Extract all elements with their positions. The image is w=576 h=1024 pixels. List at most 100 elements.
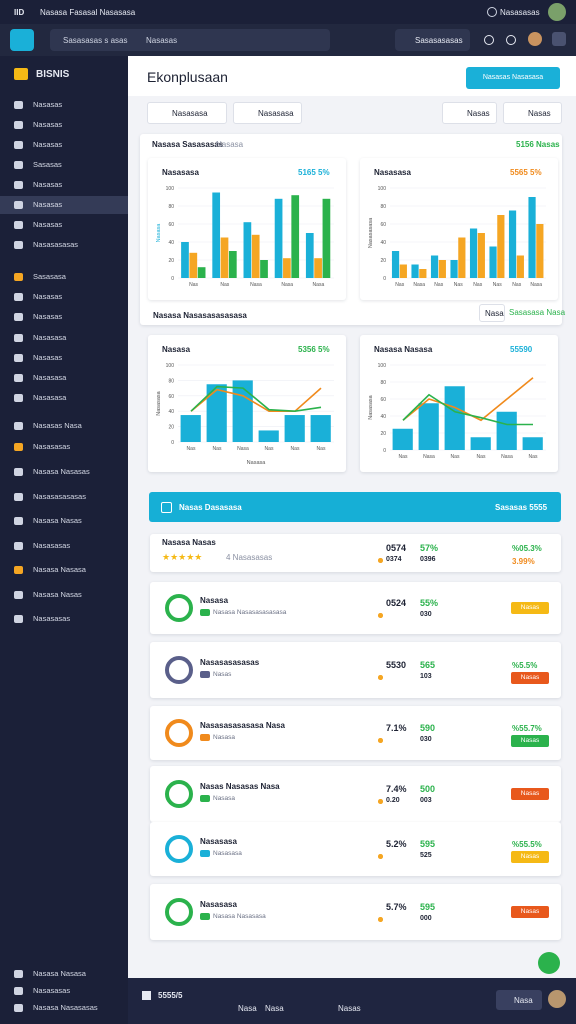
row-title: Nasasasa xyxy=(200,837,237,846)
nav-item[interactable]: Nasasasasasas xyxy=(0,488,128,506)
dropdown[interactable]: Nasas xyxy=(503,102,562,124)
nav-item[interactable]: Nasasas xyxy=(0,216,128,234)
nav-item[interactable]: Nasasasas xyxy=(0,438,128,456)
nav-item[interactable]: Nasasas Nasa xyxy=(0,417,128,435)
nav-item[interactable]: Nasasas xyxy=(0,349,128,367)
nav-item[interactable]: Nasasasa xyxy=(0,329,128,347)
nav-item[interactable]: Nasasa Nasasas xyxy=(0,463,128,481)
bar xyxy=(418,403,439,450)
chip xyxy=(200,795,210,802)
tag[interactable]: Nasas xyxy=(511,735,549,747)
bar xyxy=(310,415,331,442)
status-dot xyxy=(378,917,383,922)
nav-item[interactable]: Nasasas xyxy=(0,176,128,194)
nav-item[interactable]: Nasasas xyxy=(0,96,128,114)
row-subtitle: 4 Nasasasas xyxy=(226,553,273,562)
chip xyxy=(200,913,210,920)
bottom-bar: 5555/5 Nasa Nasa Nasas Nasa xyxy=(128,952,576,1024)
nav-icon xyxy=(14,590,23,599)
icon[interactable] xyxy=(484,35,494,45)
line xyxy=(402,377,534,422)
list-row[interactable]: Nasasasa Nasasasa 5.2% 595 525 %55.5% Nasas xyxy=(150,822,561,876)
nav-label: Nasasa Nasasasas xyxy=(33,1003,98,1012)
logo-button[interactable] xyxy=(10,29,34,51)
bottom-item[interactable]: Nasas xyxy=(338,1004,361,1013)
search-box[interactable]: Sasasasas s asas Nasasas xyxy=(50,29,330,51)
bar xyxy=(189,252,198,278)
chart-card: Nasasa Nasasa 55590 0 20 40 60 80 100 Nasasasa Na… xyxy=(360,335,558,472)
list-row[interactable]: Nasasasa Nasasa Nasasasa 5.7% 595 000 Nasas xyxy=(150,884,561,940)
row-value: 7.1% xyxy=(386,723,407,733)
dropdown-label: Nasasasa xyxy=(258,109,294,118)
list-row[interactable]: Nasasa Nasasa Nasasasasasasa 0524 55% 030 Nas… xyxy=(150,582,561,634)
avatar[interactable] xyxy=(548,990,566,1008)
row-value: 55% xyxy=(420,598,439,608)
nav-item[interactable]: Sasasas xyxy=(0,156,128,174)
row-change: %55.7% xyxy=(512,724,542,733)
icon[interactable] xyxy=(552,32,566,46)
nav-item[interactable]: Nasasasa xyxy=(0,369,128,387)
nav-item[interactable]: Nasasasas xyxy=(0,982,128,1000)
nav-item[interactable]: Nasasasa xyxy=(0,389,128,407)
bottom-item[interactable]: Nasa xyxy=(265,1004,284,1013)
banner: Nasas Dasasasa Sasasas 5555 xyxy=(149,492,561,522)
toolbar-button[interactable]: Sasasasasas xyxy=(395,29,470,51)
nav-item[interactable]: Nasasasas xyxy=(0,537,128,555)
bottom-item[interactable]: Nasa xyxy=(238,1004,257,1013)
nav-label: Nasasasasasas xyxy=(33,491,86,501)
y-axis-label: Nasasasa xyxy=(156,390,162,415)
bar xyxy=(419,269,427,278)
nav-item[interactable]: Nasasa Nasasa xyxy=(0,965,128,983)
icon[interactable] xyxy=(506,35,516,45)
tag[interactable]: Nasas xyxy=(511,788,549,800)
bar xyxy=(181,242,189,278)
tag[interactable]: Nasas xyxy=(511,851,549,863)
row-title: Nasasa Nasas xyxy=(162,538,216,547)
nav-item[interactable]: Nasasas xyxy=(0,196,128,214)
list-row[interactable]: Nasasasasasasa Nasa Nasasa 7.1% 590 030 %55.7… xyxy=(150,706,561,760)
search-scope: Nasasas xyxy=(146,36,178,45)
y-tick-label: 20 xyxy=(380,258,386,264)
bar xyxy=(220,237,229,278)
chart: 0 20 40 60 80 100 Nasasasa Nasasa Nas Nas Nasa Nas N… xyxy=(156,363,334,466)
list-row[interactable]: Nasasasasasas Nasas 5530 565 103 %5.5% Nasas xyxy=(150,642,561,698)
user-name[interactable]: Nasasasas xyxy=(500,8,540,17)
nav-icon xyxy=(14,541,23,550)
bar xyxy=(444,386,465,450)
nav-item[interactable]: Nasasa Nasasa xyxy=(0,561,128,579)
nav-item[interactable]: Nasasa Nasas xyxy=(0,512,128,530)
x-axis-label: Nasasa xyxy=(247,460,267,466)
list-row[interactable]: Nasasa Nasas ★★★★★ 4 Nasasasas 0574 0374 57% 0… xyxy=(150,534,561,572)
tag[interactable]: Nasas xyxy=(511,672,549,684)
nav-item[interactable]: Sasasasa xyxy=(0,268,128,286)
tag[interactable]: Nasas xyxy=(511,906,549,918)
nav-item[interactable]: Nasasas xyxy=(0,288,128,306)
nav-item[interactable]: Nasasa Nasasasas xyxy=(0,999,128,1017)
nav-item[interactable]: Nasasa Nasas xyxy=(0,586,128,604)
chart-card: Nasasa 5356 5% 0 20 40 60 80 100 Nasasasa Nasasa N… xyxy=(148,335,346,472)
user-button[interactable]: Nasa xyxy=(496,990,542,1010)
chat-button[interactable] xyxy=(538,952,560,974)
dropdown[interactable]: Nasasasa xyxy=(233,102,302,124)
y-tick-label: 100 xyxy=(378,363,387,369)
nav-label: Nasasasasas xyxy=(33,240,79,249)
icon-ring xyxy=(165,594,193,622)
nav-item[interactable]: Nasasasas xyxy=(0,610,128,628)
dropdown[interactable]: Nasasasa xyxy=(147,102,227,124)
y-tick-label: 60 xyxy=(168,394,174,400)
list-row[interactable]: Nasas Nasasas Nasa Nasasa 7.4% 0.20 500 003 Na… xyxy=(150,766,561,822)
tag[interactable]: Nasas xyxy=(511,602,549,614)
chart-card: Nasasasa 5165 5% 0 20 40 60 80 100 Nasasa Nas Nas N… xyxy=(148,158,346,300)
icon-ring xyxy=(165,835,193,863)
nav-item[interactable]: Nasasas xyxy=(0,116,128,134)
nav-item[interactable]: Nasasas xyxy=(0,308,128,326)
nav-item[interactable]: Nasasasasas xyxy=(0,236,128,254)
avatar[interactable] xyxy=(548,3,566,21)
button[interactable]: Nasa xyxy=(479,304,505,322)
link[interactable]: Sasasasa Nasa xyxy=(509,308,566,317)
nav-item[interactable]: Nasasas xyxy=(0,136,128,154)
nav-icon xyxy=(14,394,23,403)
avatar[interactable] xyxy=(528,32,542,46)
dropdown[interactable]: Nasas xyxy=(442,102,497,124)
primary-button[interactable]: Nasasas Nasasasa xyxy=(466,67,560,89)
